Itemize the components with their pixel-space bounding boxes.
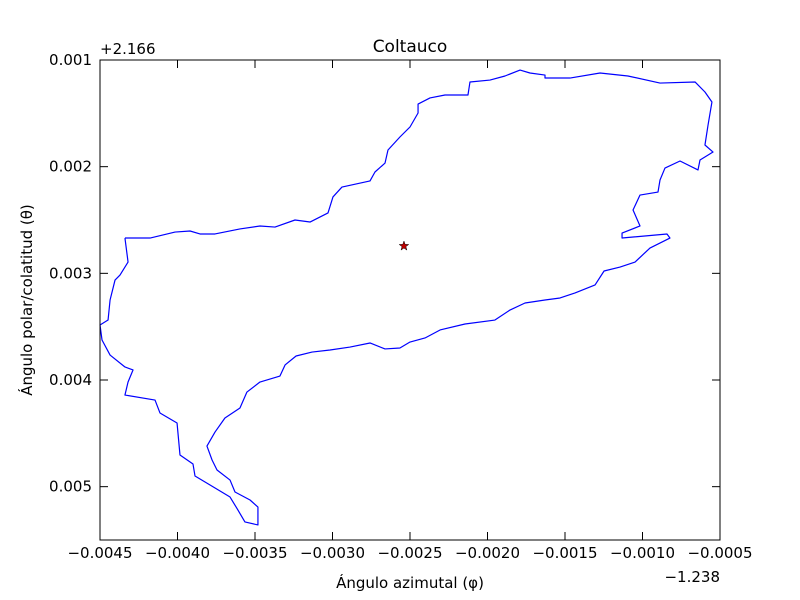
y-offset-label: +2.166: [100, 40, 156, 58]
x-offset-label: −1.238: [664, 568, 720, 586]
y-tick-label: 0.002: [49, 158, 92, 176]
boundary-line: [99, 69, 714, 526]
y-tick-label: 0.004: [49, 371, 92, 389]
y-axis-label: Ángulo polar/colatitud (θ): [17, 204, 36, 396]
x-tick-label: −0.0025: [377, 544, 442, 562]
y-tick-label: 0.003: [49, 264, 92, 282]
x-tick-label: −0.0005: [687, 544, 752, 562]
chart-title: Coltauco: [373, 37, 448, 57]
y-tick-label: 0.005: [49, 478, 92, 496]
x-tick-label: −0.0040: [145, 544, 210, 562]
x-tick-label: −0.0035: [222, 544, 287, 562]
x-axis-label: Ángulo azimutal (φ): [336, 573, 484, 592]
y-tick-label: 0.001: [49, 51, 92, 69]
plot-frame: [99, 59, 721, 541]
star-marker: [398, 240, 410, 251]
x-tick-label: −0.0030: [300, 544, 365, 562]
x-tick-label: −0.0045: [67, 544, 132, 562]
x-tick-label: −0.0020: [455, 544, 520, 562]
x-tick-label: −0.0010: [610, 544, 675, 562]
x-tick-label: −0.0015: [532, 544, 597, 562]
